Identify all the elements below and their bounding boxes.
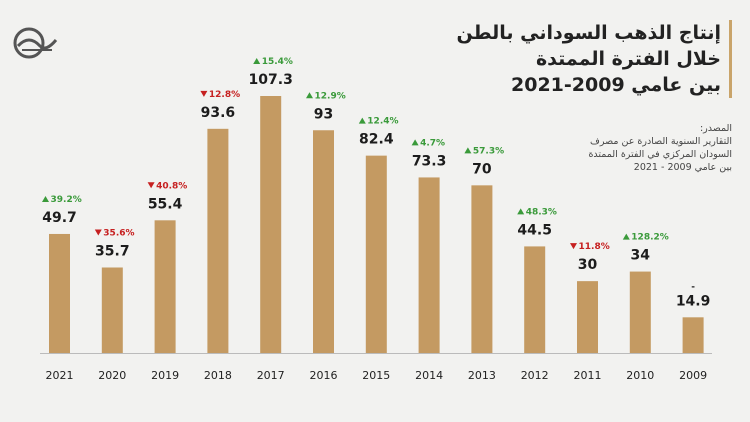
- value-label-2015: 82.4: [359, 132, 394, 148]
- bar-2017: [260, 96, 282, 353]
- bar-2018: [207, 128, 229, 353]
- title-line-3: بين عامي 2009-2021: [511, 74, 721, 96]
- bar-2016: [313, 130, 334, 353]
- up-arrow-icon: [358, 117, 366, 124]
- value-label-2018: 93.6: [201, 105, 236, 121]
- change-label-2019: 40.8%: [156, 181, 187, 191]
- x-tick-2017: 2017: [257, 369, 285, 382]
- x-tick-2015: 2015: [362, 369, 390, 382]
- x-tick-2014: 2014: [415, 369, 443, 382]
- value-label-2017: 107.3: [249, 72, 293, 88]
- bar-2011: [577, 281, 598, 353]
- title-line-2: خلال الفترة الممتدة: [535, 48, 721, 70]
- change-label-2018: 12.8%: [209, 90, 240, 100]
- bar-2012: [524, 246, 546, 353]
- up-arrow-icon: [411, 139, 419, 146]
- bar-2010: [629, 271, 651, 353]
- x-tick-2009: 2009: [679, 369, 707, 382]
- x-tick-2012: 2012: [521, 369, 549, 382]
- up-arrow-icon: [622, 233, 630, 240]
- value-label-2020: 35.7: [95, 243, 130, 259]
- down-arrow-icon: [570, 243, 577, 250]
- source-line-3: السودان المركزي في الفترة الممتدة: [588, 149, 732, 160]
- value-label-2016: 93: [314, 106, 333, 122]
- bar-2015: [365, 155, 387, 353]
- value-label-2021: 49.7: [42, 210, 77, 226]
- x-tick-2020: 2020: [98, 369, 126, 382]
- change-label-2020: 35.6%: [103, 228, 134, 238]
- value-label-2011: 30: [578, 257, 598, 273]
- up-arrow-icon: [253, 58, 261, 64]
- up-arrow-icon: [42, 195, 49, 202]
- change-label-2013: 57.3%: [473, 146, 504, 156]
- change-label-2021: 39.2%: [51, 195, 82, 205]
- x-tick-2018: 2018: [204, 369, 232, 382]
- source-line-2: التقارير السنوية الصادرة عن مصرف: [590, 136, 732, 147]
- up-arrow-icon: [517, 208, 525, 215]
- channel-logo: [12, 26, 60, 60]
- x-tick-2011: 2011: [574, 369, 602, 382]
- source-line-4: بين عامي 2009 - 2021: [633, 162, 732, 173]
- bar-2009: [682, 317, 704, 353]
- value-label-2013: 70: [472, 161, 492, 177]
- bar-2020: [101, 267, 123, 353]
- x-tick-2021: 2021: [46, 369, 74, 382]
- down-arrow-icon: [94, 229, 102, 236]
- down-arrow-icon: [147, 182, 155, 189]
- up-arrow-icon: [306, 92, 313, 99]
- up-arrow-icon: [464, 147, 472, 154]
- change-label-2012: 48.3%: [526, 207, 557, 217]
- bar-2019: [154, 220, 176, 353]
- bar-2014: [418, 177, 440, 353]
- x-tick-2010: 2010: [626, 369, 654, 382]
- value-label-2010: 34: [631, 248, 651, 264]
- value-label-2019: 55.4: [148, 196, 183, 212]
- down-arrow-icon: [200, 90, 208, 97]
- title-line-1: إنتاج الذهب السوداني بالطن: [456, 22, 721, 44]
- chart-title: إنتاج الذهب السوداني بالطن خلال الفترة ا…: [421, 20, 732, 98]
- value-label-2014: 73.3: [412, 153, 447, 169]
- bar-2021: [49, 233, 70, 353]
- change-label-2015: 12.4%: [367, 117, 398, 127]
- source-note: المصدر: التقارير السنوية الصادرة عن مصرف…: [512, 122, 732, 174]
- change-label-2014: 4.7%: [420, 138, 445, 148]
- change-label-2016: 12.9%: [315, 91, 346, 101]
- source-line-1: المصدر:: [699, 123, 732, 134]
- value-label-2009: 14.9: [676, 293, 711, 309]
- change-label-2011: 11.8%: [579, 242, 610, 252]
- change-label-2010: 128.2%: [631, 233, 669, 243]
- x-tick-2016: 2016: [310, 369, 338, 382]
- x-tick-2013: 2013: [468, 369, 496, 382]
- change-label-2009: -: [691, 282, 695, 292]
- bar-2013: [471, 185, 493, 353]
- change-label-2017: 15.4%: [262, 57, 293, 67]
- value-label-2012: 44.5: [517, 222, 552, 238]
- x-tick-2019: 2019: [151, 369, 179, 382]
